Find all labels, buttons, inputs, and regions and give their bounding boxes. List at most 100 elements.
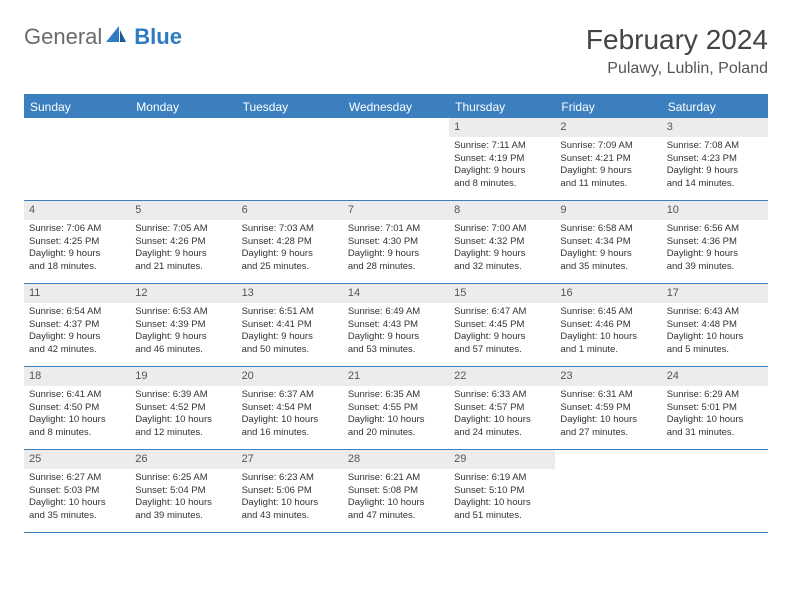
day-detail-line: and 18 minutes. (29, 261, 125, 274)
day-detail-line: Sunrise: 6:53 AM (135, 306, 231, 319)
day-detail-line: Daylight: 10 hours (135, 414, 231, 427)
calendar-page: General Blue February 2024 Pulawy, Lubli… (0, 0, 792, 545)
weekday-header: Wednesday (343, 96, 449, 118)
day-cell: 20Sunrise: 6:37 AMSunset: 4:54 PMDayligh… (237, 367, 343, 449)
day-number: 22 (449, 367, 555, 386)
day-cell: 6Sunrise: 7:03 AMSunset: 4:28 PMDaylight… (237, 201, 343, 283)
logo-text-general: General (24, 24, 102, 50)
day-detail-line: and 50 minutes. (242, 344, 338, 357)
day-number: 1 (449, 118, 555, 137)
day-detail-line: Sunrise: 6:19 AM (454, 472, 550, 485)
day-content: Sunrise: 6:51 AMSunset: 4:41 PMDaylight:… (237, 303, 343, 362)
week-row: 4Sunrise: 7:06 AMSunset: 4:25 PMDaylight… (24, 201, 768, 284)
day-detail-line: Sunrise: 6:35 AM (348, 389, 444, 402)
day-detail-line: Sunrise: 7:05 AM (135, 223, 231, 236)
day-cell: 21Sunrise: 6:35 AMSunset: 4:55 PMDayligh… (343, 367, 449, 449)
day-cell: 14Sunrise: 6:49 AMSunset: 4:43 PMDayligh… (343, 284, 449, 366)
day-detail-line: Sunset: 4:32 PM (454, 236, 550, 249)
day-number: 29 (449, 450, 555, 469)
day-content: Sunrise: 6:37 AMSunset: 4:54 PMDaylight:… (237, 386, 343, 445)
day-cell: 11Sunrise: 6:54 AMSunset: 4:37 PMDayligh… (24, 284, 130, 366)
day-detail-line: Daylight: 9 hours (560, 248, 656, 261)
day-content: Sunrise: 6:31 AMSunset: 4:59 PMDaylight:… (555, 386, 661, 445)
day-detail-line: Daylight: 10 hours (135, 497, 231, 510)
day-detail-line: Sunset: 4:55 PM (348, 402, 444, 415)
day-detail-line: Daylight: 10 hours (560, 331, 656, 344)
day-detail-line: Sunrise: 7:01 AM (348, 223, 444, 236)
day-detail-line: and 57 minutes. (454, 344, 550, 357)
day-detail-line: and 5 minutes. (667, 344, 763, 357)
day-content: Sunrise: 6:27 AMSunset: 5:03 PMDaylight:… (24, 469, 130, 528)
day-detail-line: and 25 minutes. (242, 261, 338, 274)
day-detail-line: Sunset: 4:25 PM (29, 236, 125, 249)
day-cell: . (130, 118, 236, 200)
day-detail-line: Daylight: 9 hours (560, 165, 656, 178)
day-content: Sunrise: 6:19 AMSunset: 5:10 PMDaylight:… (449, 469, 555, 528)
day-content: Sunrise: 6:43 AMSunset: 4:48 PMDaylight:… (662, 303, 768, 362)
day-content: Sunrise: 6:29 AMSunset: 5:01 PMDaylight:… (662, 386, 768, 445)
day-cell: . (343, 118, 449, 200)
day-detail-line: Sunrise: 6:51 AM (242, 306, 338, 319)
day-detail-line: and 11 minutes. (560, 178, 656, 191)
day-detail-line: Sunrise: 6:31 AM (560, 389, 656, 402)
week-row: 11Sunrise: 6:54 AMSunset: 4:37 PMDayligh… (24, 284, 768, 367)
day-content: Sunrise: 6:35 AMSunset: 4:55 PMDaylight:… (343, 386, 449, 445)
day-detail-line: Daylight: 10 hours (242, 414, 338, 427)
weekday-header: Sunday (24, 96, 130, 118)
day-content: Sunrise: 7:11 AMSunset: 4:19 PMDaylight:… (449, 137, 555, 196)
day-detail-line: and 47 minutes. (348, 510, 444, 523)
day-cell: 5Sunrise: 7:05 AMSunset: 4:26 PMDaylight… (130, 201, 236, 283)
weekday-header: Monday (130, 96, 236, 118)
day-number: 24 (662, 367, 768, 386)
day-detail-line: and 35 minutes. (560, 261, 656, 274)
location-text: Pulawy, Lublin, Poland (586, 60, 768, 78)
day-cell: 8Sunrise: 7:00 AMSunset: 4:32 PMDaylight… (449, 201, 555, 283)
day-cell: . (662, 450, 768, 532)
day-detail-line: Daylight: 9 hours (242, 248, 338, 261)
day-detail-line: and 24 minutes. (454, 427, 550, 440)
day-detail-line: Sunset: 5:03 PM (29, 485, 125, 498)
day-detail-line: and 42 minutes. (29, 344, 125, 357)
day-detail-line: Sunrise: 6:43 AM (667, 306, 763, 319)
day-number: 13 (237, 284, 343, 303)
weekday-header: Thursday (449, 96, 555, 118)
day-detail-line: Sunrise: 6:39 AM (135, 389, 231, 402)
day-detail-line: Sunrise: 6:54 AM (29, 306, 125, 319)
day-cell: . (555, 450, 661, 532)
day-detail-line: Sunset: 4:54 PM (242, 402, 338, 415)
day-cell: 12Sunrise: 6:53 AMSunset: 4:39 PMDayligh… (130, 284, 236, 366)
day-number: 11 (24, 284, 130, 303)
day-number: 9 (555, 201, 661, 220)
day-content: Sunrise: 6:33 AMSunset: 4:57 PMDaylight:… (449, 386, 555, 445)
day-detail-line: Daylight: 9 hours (29, 331, 125, 344)
day-detail-line: Sunrise: 6:33 AM (454, 389, 550, 402)
day-number: 8 (449, 201, 555, 220)
day-content: Sunrise: 7:05 AMSunset: 4:26 PMDaylight:… (130, 220, 236, 279)
day-content: Sunrise: 6:53 AMSunset: 4:39 PMDaylight:… (130, 303, 236, 362)
day-number: 2 (555, 118, 661, 137)
day-content: Sunrise: 6:49 AMSunset: 4:43 PMDaylight:… (343, 303, 449, 362)
day-cell: 13Sunrise: 6:51 AMSunset: 4:41 PMDayligh… (237, 284, 343, 366)
day-cell: 7Sunrise: 7:01 AMSunset: 4:30 PMDaylight… (343, 201, 449, 283)
day-detail-line: and 1 minute. (560, 344, 656, 357)
day-detail-line: Sunset: 4:46 PM (560, 319, 656, 332)
day-detail-line: Sunset: 4:48 PM (667, 319, 763, 332)
day-cell: . (24, 118, 130, 200)
day-cell: 15Sunrise: 6:47 AMSunset: 4:45 PMDayligh… (449, 284, 555, 366)
day-number: 14 (343, 284, 449, 303)
day-cell: 22Sunrise: 6:33 AMSunset: 4:57 PMDayligh… (449, 367, 555, 449)
day-cell: 28Sunrise: 6:21 AMSunset: 5:08 PMDayligh… (343, 450, 449, 532)
day-number: 3 (662, 118, 768, 137)
day-content: Sunrise: 6:41 AMSunset: 4:50 PMDaylight:… (24, 386, 130, 445)
day-number: 7 (343, 201, 449, 220)
day-detail-line: Sunset: 4:52 PM (135, 402, 231, 415)
day-detail-line: Sunrise: 6:45 AM (560, 306, 656, 319)
day-detail-line: Daylight: 9 hours (135, 248, 231, 261)
day-detail-line: and 16 minutes. (242, 427, 338, 440)
day-detail-line: Sunset: 4:36 PM (667, 236, 763, 249)
day-detail-line: Sunset: 5:08 PM (348, 485, 444, 498)
day-detail-line: Sunrise: 7:11 AM (454, 140, 550, 153)
week-row: 18Sunrise: 6:41 AMSunset: 4:50 PMDayligh… (24, 367, 768, 450)
day-detail-line: Daylight: 9 hours (29, 248, 125, 261)
day-detail-line: and 8 minutes. (454, 178, 550, 191)
